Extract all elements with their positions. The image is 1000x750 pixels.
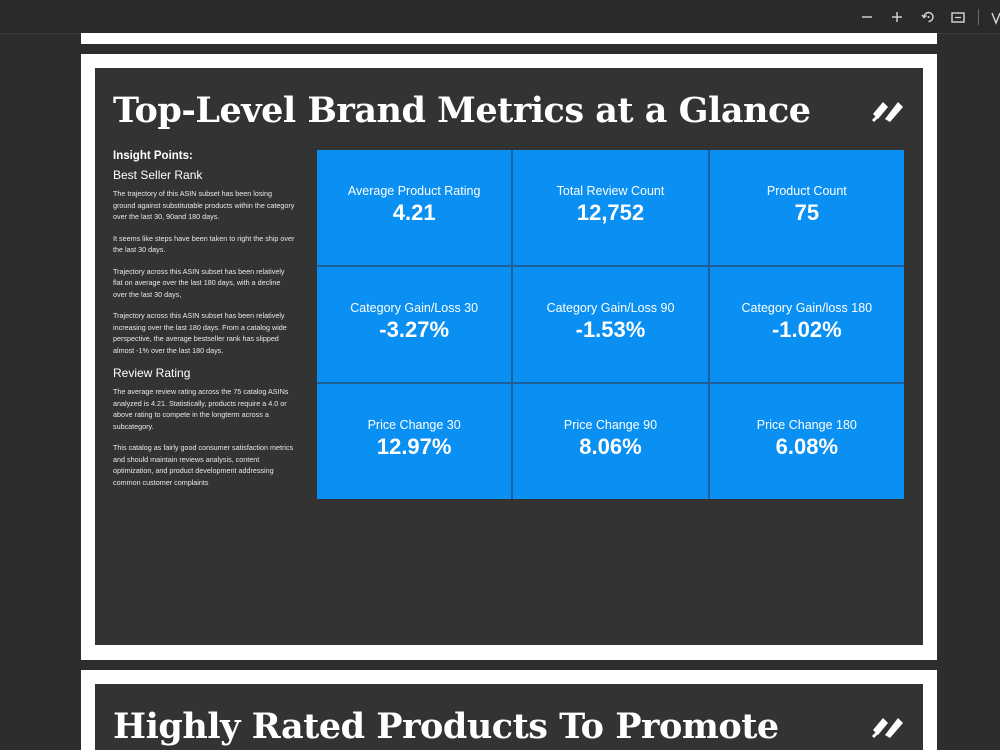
metric-tile-price-change-90: Price Change 90 8.06%	[513, 384, 708, 499]
metric-value: 8.06%	[579, 433, 642, 459]
brand-logo-icon	[872, 718, 903, 738]
rotate-icon[interactable]	[917, 6, 939, 28]
metric-tile-category-gain-loss-30: Category Gain/Loss 30 -3.27%	[317, 267, 512, 382]
insight-paragraph: Trajectory across this ASIN subset has b…	[113, 266, 285, 299]
metric-tile-category-gain-loss-90: Category Gain/Loss 90 -1.53%	[513, 267, 708, 382]
metric-tile-total-review-count: Total Review Count 12,752	[513, 150, 708, 265]
metric-tile-product-count: Product Count 75	[709, 150, 904, 265]
metric-value: -3.27%	[379, 316, 450, 342]
download-icon[interactable]	[988, 6, 1000, 28]
metric-tile-category-gain-loss-180: Category Gain/loss 180 -1.02%	[709, 267, 904, 382]
zoom-out-icon[interactable]	[856, 6, 878, 28]
metric-tile-average-product-rating: Average Product Rating 4.21	[317, 150, 512, 265]
metric-label: Price Change 30	[367, 417, 461, 432]
metric-label: Average Product Rating	[347, 183, 481, 198]
metric-value: -1.02%	[771, 316, 842, 342]
metric-value: 12.97%	[376, 433, 452, 459]
zoom-in-icon[interactable]	[886, 6, 908, 28]
page-highly-rated-products: Highly Rated Products To Promote	[81, 670, 937, 750]
fit-page-icon[interactable]	[947, 6, 969, 28]
metric-value: 4.21	[392, 199, 436, 225]
toolbar-separator	[978, 9, 979, 25]
metric-label: Price Change 180	[756, 417, 857, 432]
insight-paragraph: It seems like steps have been taken to r…	[113, 233, 295, 255]
insight-paragraph: The average review rating across the 75 …	[113, 387, 289, 431]
insight-points-heading: Insight Points:	[113, 150, 193, 162]
page-brand-metrics: Top-Level Brand Metrics at a Glance Insi…	[81, 54, 937, 660]
viewer-toolbar	[0, 0, 1000, 34]
slide-title: Top-Level Brand Metrics at a Glance	[113, 90, 811, 131]
metric-label: Category Gain/Loss 90	[546, 300, 675, 315]
slide-highly-rated-products: Highly Rated Products To Promote	[95, 684, 923, 750]
slide-brand-metrics: Top-Level Brand Metrics at a Glance Insi…	[95, 68, 923, 645]
metric-label: Category Gain/Loss 30	[350, 300, 479, 315]
metrics-grid: Average Product Rating 4.21 Total Review…	[317, 150, 904, 499]
metric-value: -1.53%	[575, 316, 646, 342]
metric-value: 6.08%	[775, 433, 839, 459]
insight-section-title: Best Seller Rank	[113, 168, 203, 182]
metric-label: Product Count	[766, 183, 847, 198]
insight-paragraph: Trajectory across this ASIN subset has b…	[113, 311, 287, 355]
slide-title: Highly Rated Products To Promote	[113, 706, 779, 747]
metric-value: 75	[794, 199, 820, 225]
insight-section-title: Review Rating	[113, 366, 191, 380]
metric-label: Price Change 90	[563, 417, 658, 432]
insight-points-panel: Insight Points: Best Seller Rank The tra…	[113, 150, 295, 498]
insight-paragraph: The trajectory of this ASIN subset has b…	[113, 189, 295, 221]
metric-value: 12,752	[576, 199, 645, 225]
metric-tile-price-change-30: Price Change 30 12.97%	[317, 384, 512, 499]
insight-paragraph: This catalog as fairly good consumer sat…	[113, 443, 294, 487]
metric-label: Total Review Count	[556, 183, 665, 198]
metric-label: Category Gain/loss 180	[741, 300, 873, 315]
metric-tile-price-change-180: Price Change 180 6.08%	[709, 384, 904, 499]
previous-page	[81, 33, 937, 44]
brand-logo-icon	[872, 102, 903, 122]
